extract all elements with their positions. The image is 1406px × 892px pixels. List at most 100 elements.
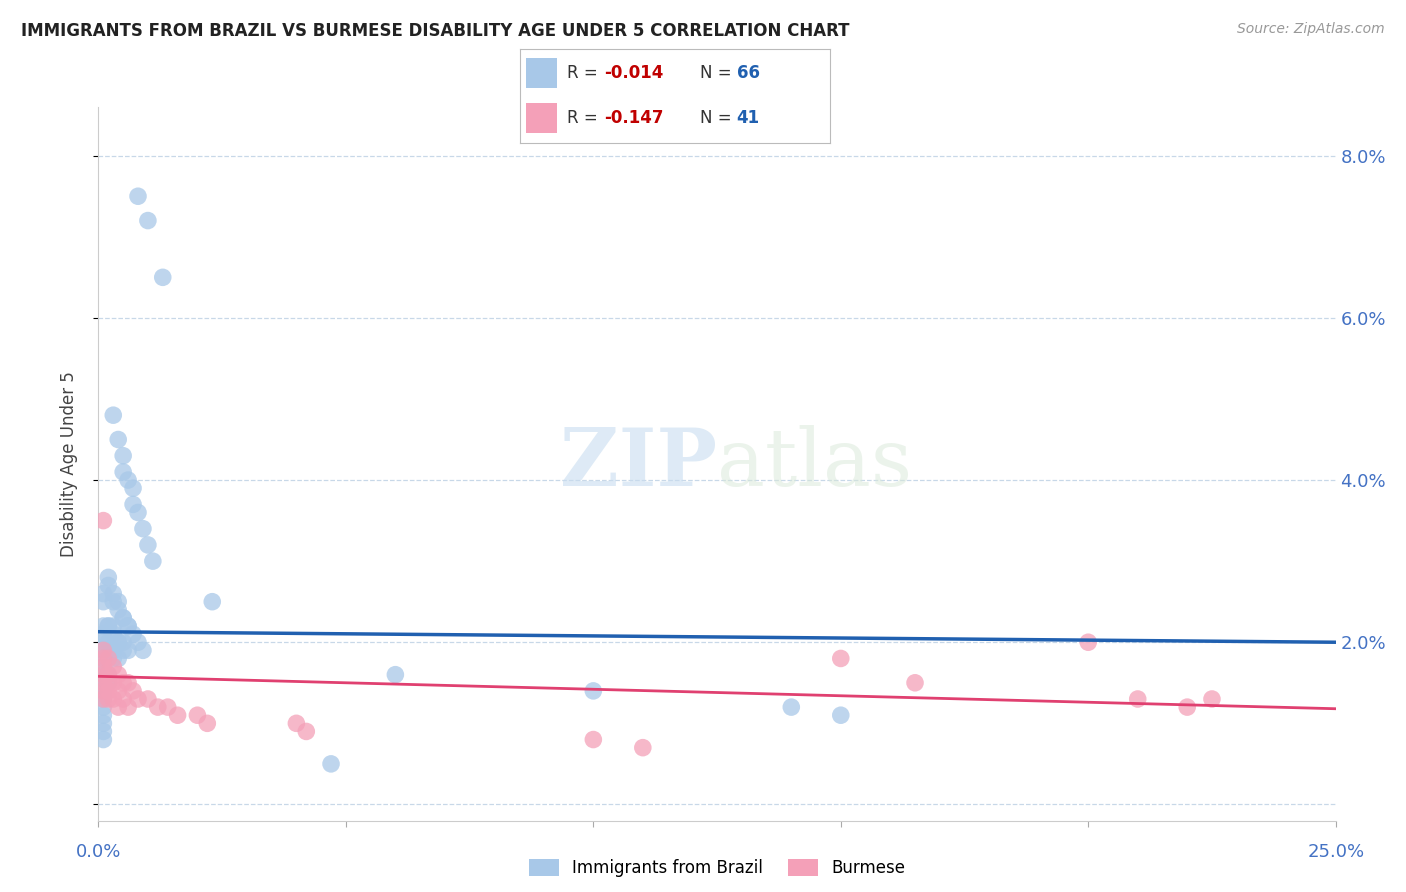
Text: atlas: atlas [717, 425, 912, 503]
Point [107, 603, 129, 617]
Point [107, 635, 129, 649]
Point [112, 635, 135, 649]
Point [97, 675, 120, 690]
Point [97, 667, 120, 681]
Point [93, 619, 115, 633]
Point [122, 497, 145, 511]
Point [93, 627, 115, 641]
Point [93, 732, 115, 747]
Point [1201, 692, 1223, 706]
Point [830, 651, 852, 665]
Point [122, 684, 145, 698]
Point [97, 651, 120, 665]
Y-axis label: Disability Age Under 5: Disability Age Under 5 [59, 371, 77, 557]
Point [117, 643, 139, 657]
Point [136, 213, 159, 227]
Point [132, 522, 155, 536]
Point [103, 643, 125, 657]
Point [117, 700, 139, 714]
Point [146, 700, 169, 714]
Point [107, 595, 129, 609]
Point [122, 627, 145, 641]
Text: 25.0%: 25.0% [1308, 843, 1364, 861]
Point [112, 611, 135, 625]
Point [117, 619, 139, 633]
Point [97, 643, 120, 657]
Point [780, 700, 803, 714]
Point [117, 473, 139, 487]
Point [107, 651, 129, 665]
Text: N =: N = [700, 110, 737, 128]
Point [166, 708, 188, 723]
Point [93, 651, 115, 665]
Point [904, 675, 927, 690]
Point [830, 708, 852, 723]
Text: -0.014: -0.014 [603, 64, 664, 82]
Point [93, 514, 115, 528]
Point [103, 619, 125, 633]
Point [127, 635, 149, 649]
Point [107, 667, 129, 681]
Point [122, 481, 145, 495]
Point [112, 675, 135, 690]
Point [156, 700, 179, 714]
Point [117, 675, 139, 690]
Point [97, 570, 120, 584]
Point [127, 692, 149, 706]
Point [107, 433, 129, 447]
Text: Source: ZipAtlas.com: Source: ZipAtlas.com [1237, 22, 1385, 37]
Point [97, 635, 120, 649]
Point [103, 675, 125, 690]
Point [93, 659, 115, 673]
Text: 66: 66 [737, 64, 759, 82]
Point [93, 667, 115, 681]
Point [93, 651, 115, 665]
Point [93, 684, 115, 698]
Point [142, 554, 165, 568]
Point [93, 684, 115, 698]
Point [201, 595, 224, 609]
Point [93, 692, 115, 706]
Point [93, 675, 115, 690]
Point [112, 611, 135, 625]
Point [93, 692, 115, 706]
Point [93, 595, 115, 609]
Point [103, 586, 125, 600]
Point [285, 716, 308, 731]
Point [1126, 692, 1149, 706]
Point [97, 684, 120, 698]
Point [1175, 700, 1198, 714]
Text: N =: N = [700, 64, 737, 82]
Point [319, 756, 342, 771]
Point [112, 692, 135, 706]
Text: 41: 41 [737, 110, 759, 128]
Point [93, 724, 115, 739]
Point [112, 643, 135, 657]
Text: R =: R = [567, 110, 603, 128]
Point [195, 716, 218, 731]
Point [152, 270, 174, 285]
Point [97, 619, 120, 633]
Point [132, 643, 155, 657]
Point [103, 408, 125, 422]
Point [97, 675, 120, 690]
Point [103, 651, 125, 665]
Point [582, 684, 605, 698]
Point [97, 692, 120, 706]
Point [112, 465, 135, 479]
Point [107, 700, 129, 714]
Point [295, 724, 318, 739]
Point [93, 675, 115, 690]
Point [107, 635, 129, 649]
Point [97, 667, 120, 681]
Point [93, 643, 115, 657]
Point [112, 449, 135, 463]
Text: R =: R = [567, 64, 603, 82]
Bar [526, 103, 557, 134]
Point [107, 684, 129, 698]
Text: IMMIGRANTS FROM BRAZIL VS BURMESE DISABILITY AGE UNDER 5 CORRELATION CHART: IMMIGRANTS FROM BRAZIL VS BURMESE DISABI… [21, 22, 849, 40]
Point [93, 643, 115, 657]
Point [93, 635, 115, 649]
Point [186, 708, 208, 723]
Legend: Immigrants from Brazil, Burmese: Immigrants from Brazil, Burmese [522, 852, 912, 884]
